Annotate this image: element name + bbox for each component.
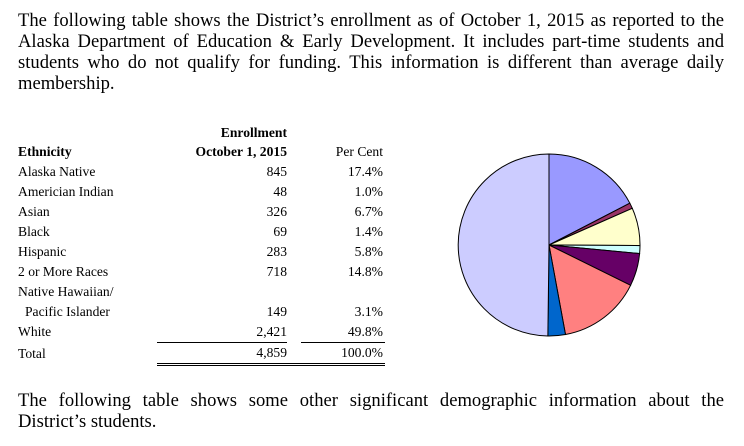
row-label: Black [18,224,50,239]
enrollment-table: Enrollment Ethnicity October 1, 2015 Per… [18,124,385,366]
table-row: Hispanic 283 5.8% [18,242,385,262]
row-count: 326 [266,204,287,219]
total-count: 4,859 [157,342,287,366]
table-row: Native Hawaiian/ [18,282,385,302]
row-label: White [18,324,52,340]
row-label-line2: Pacific Islander [25,304,110,319]
table-row: Black 69 1.4% [18,222,385,242]
row-count: 149 [266,304,287,319]
intro-paragraph: The following table shows the District’s… [18,10,724,94]
total-label: Total [18,345,46,361]
row-percent: 1.0% [354,184,383,199]
row-count: 48 [273,184,287,199]
table-total-row: Total 4,859 100.0% [18,342,385,366]
row-percent: 5.8% [354,244,383,259]
row-label: Alaska Native [18,164,96,179]
table-row: Alaska Native 845 17.4% [18,162,385,182]
closing-paragraph: The following table shows some other sig… [18,390,724,432]
pie-slice-white [457,153,550,337]
row-label: Asian [18,204,50,219]
row-percent: 49.8% [301,322,385,343]
row-count: 283 [266,244,287,259]
row-label: 2 or More Races [18,264,109,279]
row-count: 69 [273,224,287,239]
row-label: Hispanic [18,244,67,259]
row-count: 2,421 [157,322,287,343]
row-percent: 1.4% [354,224,383,239]
table-row: Americian Indian 48 1.0% [18,182,385,202]
row-percent: 14.8% [347,264,383,279]
table-row: 2 or More Races 718 14.8% [18,262,385,282]
row-percent: 3.1% [354,304,383,319]
header-ethnicity: Ethnicity [18,144,72,159]
row-label-line1: Native Hawaiian/ [18,284,114,299]
row-count: 718 [266,264,287,279]
table-row: Asian 326 6.7% [18,202,385,222]
header-percent: Per Cent [335,144,383,159]
pie-slice-2-or-more-races [548,244,632,336]
table-header-row-2: Ethnicity October 1, 2015 Per Cent [18,142,385,162]
header-enrollment: Enrollment [220,125,287,140]
table-row: White 2,421 49.8% [18,322,385,343]
table-row: Pacific Islander 149 3.1% [18,302,385,322]
pie-slice-alaska-native [548,153,631,246]
row-percent: 17.4% [347,164,383,179]
table-header-row-1: Enrollment [18,124,385,142]
row-count: 845 [266,164,287,179]
enrollment-pie-chart [457,153,641,337]
row-label: Americian Indian [18,184,114,199]
row-percent: 6.7% [354,204,383,219]
total-percent: 100.0% [301,342,385,366]
header-date: October 1, 2015 [195,144,288,159]
